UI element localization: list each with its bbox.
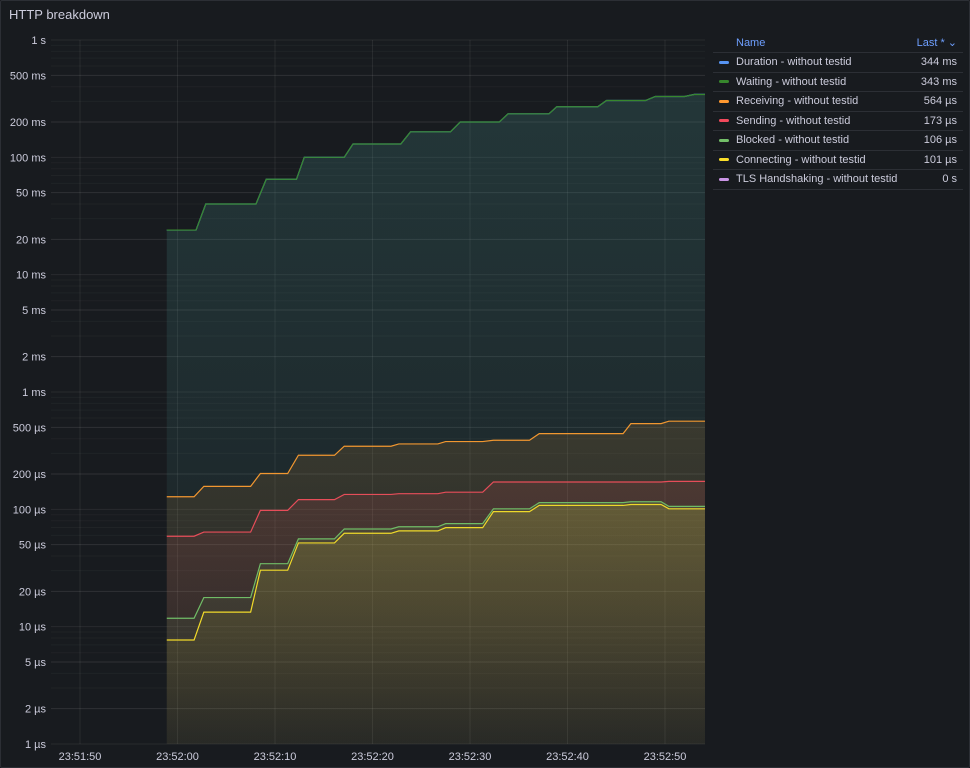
legend-item-last: 101 µs bbox=[923, 153, 957, 166]
x-tick-label: 23:52:30 bbox=[449, 751, 492, 763]
legend-item[interactable]: Connecting - without testid 101 µs bbox=[713, 151, 963, 170]
legend-item[interactable]: Waiting - without testid 343 ms bbox=[713, 73, 963, 92]
legend-item-last: 0 s bbox=[942, 173, 957, 186]
legend-item[interactable]: Sending - without testid 173 µs bbox=[713, 112, 963, 131]
y-tick-label: 1 ms bbox=[22, 387, 46, 399]
y-tick-label: 10 µs bbox=[19, 622, 47, 634]
y-tick-label: 500 µs bbox=[13, 422, 47, 434]
legend-item[interactable]: Blocked - without testid 106 µs bbox=[713, 131, 963, 151]
y-tick-label: 5 ms bbox=[22, 305, 46, 317]
legend-item-name[interactable]: TLS Handshaking - without testid bbox=[736, 173, 898, 186]
legend-item[interactable]: Duration - without testid 344 ms bbox=[713, 53, 963, 73]
series-color-swatch bbox=[719, 119, 729, 123]
y-tick-label: 500 ms bbox=[10, 70, 47, 82]
series-area-fill bbox=[166, 94, 705, 744]
y-tick-label: 200 ms bbox=[10, 117, 47, 129]
series-color-swatch bbox=[719, 99, 729, 103]
y-tick-label: 1 s bbox=[31, 35, 46, 47]
legend-item-name[interactable]: Waiting - without testid bbox=[736, 75, 847, 88]
legend-table: Name Last * ⌄ Duration - without testid 3… bbox=[713, 33, 963, 190]
series-color-swatch bbox=[719, 177, 729, 181]
chart-svg: 1 s 500 ms 200 ms 100 ms 50 ms 20 ms 10 ms 5 ms… bbox=[10, 35, 705, 763]
y-tick-label: 50 µs bbox=[19, 540, 47, 552]
legend-header-name[interactable]: Name bbox=[736, 36, 766, 49]
series-line-waiting bbox=[166, 93, 705, 231]
legend-item-last: 564 µs bbox=[923, 95, 957, 108]
x-tick-label: 23:51:50 bbox=[59, 751, 102, 763]
legend-item-name[interactable]: Blocked - without testid bbox=[736, 134, 850, 147]
y-tick-label: 100 µs bbox=[13, 504, 47, 516]
legend-item-name[interactable]: Sending - without testid bbox=[736, 114, 851, 127]
y-tick-label: 5 µs bbox=[25, 657, 47, 669]
y-tick-label: 1 µs bbox=[25, 739, 47, 751]
series-color-swatch bbox=[719, 158, 729, 162]
legend-item[interactable]: TLS Handshaking - without testid 0 s bbox=[713, 170, 963, 190]
legend-item-last: 343 ms bbox=[920, 75, 957, 88]
legend-item-last: 173 µs bbox=[923, 114, 957, 127]
legend-item-name[interactable]: Connecting - without testid bbox=[736, 153, 866, 166]
x-tick-label: 23:52:00 bbox=[156, 751, 199, 763]
x-tick-label: 23:52:40 bbox=[546, 751, 589, 763]
x-tick-label: 23:52:10 bbox=[254, 751, 297, 763]
y-tick-label: 50 ms bbox=[16, 188, 46, 200]
legend-item-name[interactable]: Receiving - without testid bbox=[736, 95, 859, 108]
legend-header-last[interactable]: Last * ⌄ bbox=[916, 37, 957, 49]
y-tick-label: 10 ms bbox=[16, 270, 46, 282]
series-color-swatch bbox=[719, 60, 729, 64]
series-color-swatch bbox=[719, 138, 729, 142]
x-tick-label: 23:52:20 bbox=[351, 751, 394, 763]
legend-item-name[interactable]: Duration - without testid bbox=[736, 56, 852, 69]
y-tick-label: 20 ms bbox=[16, 234, 46, 246]
legend-item-last: 106 µs bbox=[923, 134, 957, 147]
panel-title: HTTP breakdown bbox=[9, 7, 110, 22]
x-tick-label: 23:52:50 bbox=[644, 751, 687, 763]
series-color-swatch bbox=[719, 80, 729, 84]
y-tick-label: 2 µs bbox=[25, 704, 47, 716]
y-tick-label: 20 µs bbox=[19, 586, 47, 598]
legend-item[interactable]: Receiving - without testid 564 µs bbox=[713, 92, 963, 112]
y-tick-label: 100 ms bbox=[10, 152, 47, 164]
y-tick-label: 200 µs bbox=[13, 469, 47, 481]
legend-header: Name Last * ⌄ bbox=[713, 33, 963, 53]
legend-item-last: 344 ms bbox=[920, 56, 957, 69]
y-tick-label: 2 ms bbox=[22, 352, 46, 364]
